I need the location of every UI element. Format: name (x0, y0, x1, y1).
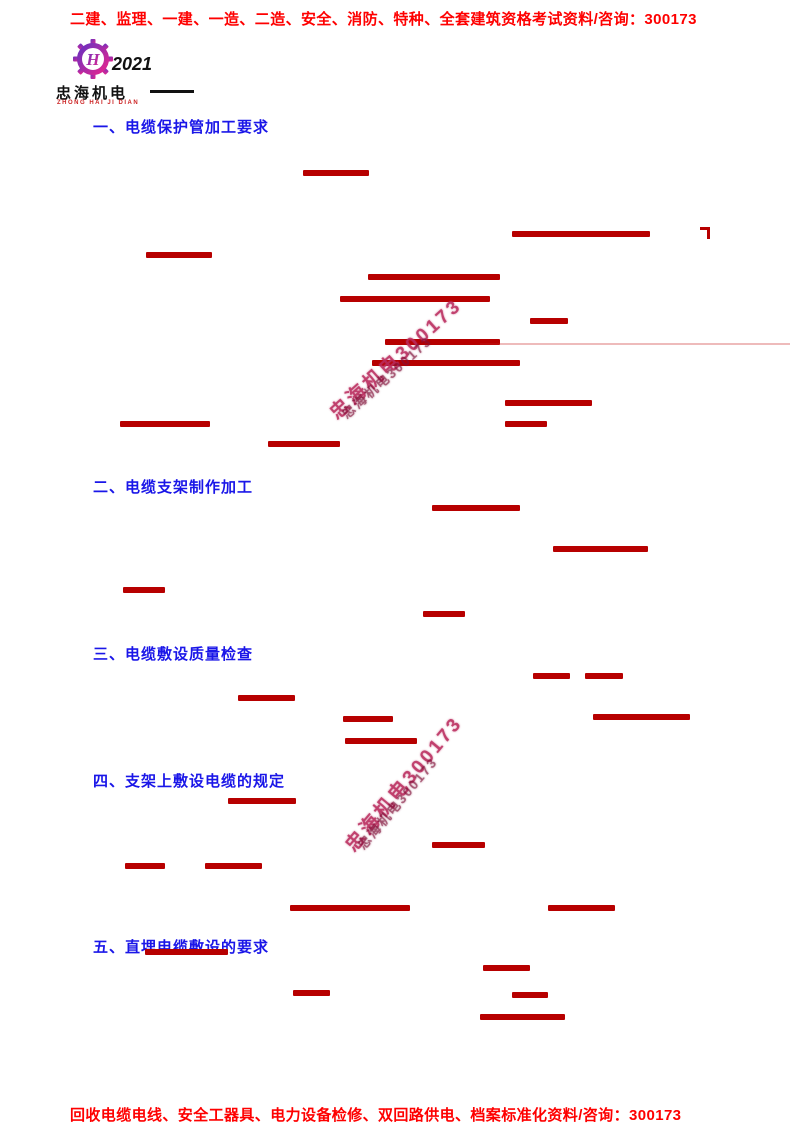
red-tick-mark (700, 227, 710, 239)
redacted-answer-bar (530, 318, 568, 324)
redacted-answer-bar (340, 296, 490, 302)
redacted-answer-bar (512, 231, 650, 237)
redacted-answer-bar (423, 611, 465, 617)
gear-letter: H (85, 50, 100, 69)
redacted-answer-bar (505, 421, 547, 427)
company-name-latin: ZHONG HAI JI DIAN (57, 100, 140, 106)
redacted-answer-bar (303, 170, 369, 176)
redacted-answer-bar (548, 905, 615, 911)
redacted-answer-bar (553, 546, 648, 552)
redacted-answer-bar (290, 905, 410, 911)
section-heading-3: 三、电缆敷设质量检查 (93, 646, 254, 663)
redacted-answer-bar (505, 400, 592, 406)
redacted-answer-bar (228, 798, 296, 804)
redacted-answer-bar (293, 990, 330, 996)
logo-dash-line (150, 90, 194, 93)
watermark-text: 忠海机电300173 (342, 712, 468, 856)
redacted-answer-bar (145, 949, 228, 955)
redacted-answer-bar (205, 863, 262, 869)
redacted-answer-bar (238, 695, 295, 701)
diagonal-watermark-2: 忠海机电300173 忠海机电300173 (338, 709, 468, 856)
redacted-answer-bar (120, 421, 210, 427)
redacted-answer-bar (125, 863, 165, 869)
redacted-answer-bar (483, 965, 530, 971)
redacted-answer-bar (533, 673, 570, 679)
gear-logo-icon: H (73, 39, 113, 79)
diagonal-watermark-1: 忠海机电300173 忠海机电300173 (323, 291, 467, 424)
logo-year: 2021 (112, 54, 153, 74)
top-ad-banner: 二建、监理、一建、一造、二造、安全、消防、特种、全套建筑资格考试资料/咨询：30… (70, 11, 697, 28)
watermark-text-echo: 忠海机电300173 (354, 754, 441, 853)
redacted-answer-bar (146, 252, 212, 258)
redacted-answer-bar (268, 441, 340, 447)
section-heading-2: 二、电缆支架制作加工 (93, 479, 254, 496)
redacted-answer-bar (480, 1014, 565, 1020)
section-heading-4: 四、支架上敷设电缆的规定 (93, 773, 286, 790)
company-name: 忠海机电 (56, 85, 129, 102)
redacted-answer-bar (432, 842, 485, 848)
redacted-answer-bar (593, 714, 690, 720)
redacted-answer-bar (372, 360, 520, 366)
bottom-ad-banner: 回收电缆电线、安全工器具、电力设备检修、双回路供电、档案标准化资料/咨询：300… (70, 1107, 682, 1124)
faint-red-hairline (480, 343, 790, 345)
section-heading-1: 一、电缆保护管加工要求 (93, 119, 270, 136)
redacted-answer-bar (385, 339, 500, 345)
redacted-answer-bar (343, 716, 393, 722)
redacted-answer-bar (512, 992, 548, 998)
company-logo: H 2021 忠海机电 ZHONG HAI JI DIAN (54, 38, 204, 108)
redacted-answer-bar (123, 587, 165, 593)
redacted-answer-bar (345, 738, 417, 744)
redacted-answer-bar (585, 673, 623, 679)
redacted-answer-bar (432, 505, 520, 511)
redacted-answer-bar (368, 274, 500, 280)
